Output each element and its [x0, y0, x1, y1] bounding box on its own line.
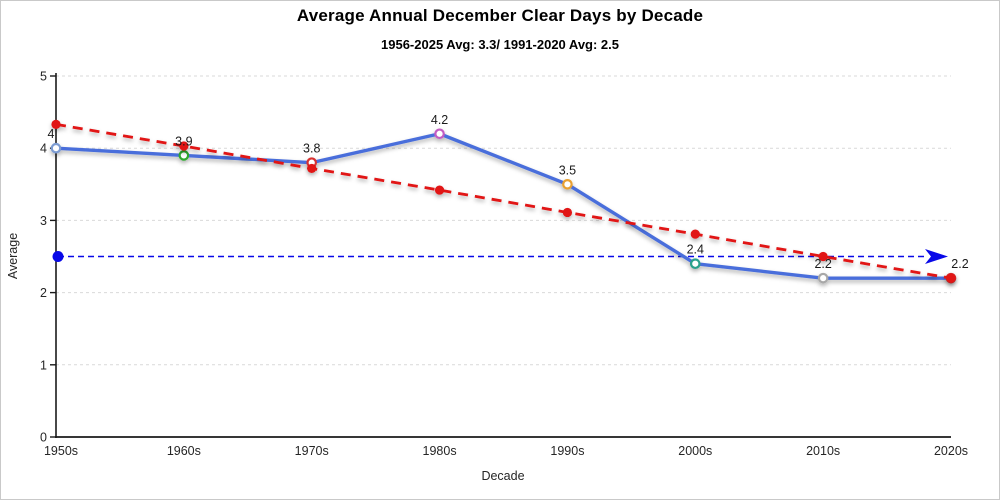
svg-text:1990s: 1990s — [550, 444, 584, 458]
reference-arrow-icon — [925, 249, 948, 264]
trend-point-dot — [562, 207, 573, 218]
trend-point-dot — [434, 185, 445, 195]
trend-point-dot — [946, 273, 956, 283]
data-point-label: 3.9 — [175, 134, 192, 148]
data-point-label: 2.2 — [814, 257, 831, 271]
data-point-marker — [434, 128, 445, 140]
trend-point-dot — [179, 141, 189, 151]
data-point-label: 2.4 — [687, 243, 704, 257]
chart-subtitle: 1956-2025 Avg: 3.3/ 1991-2020 Avg: 2.5 — [381, 37, 619, 52]
svg-text:5: 5 — [40, 70, 47, 84]
reference-start-dot — [52, 251, 64, 262]
svg-text:2000s: 2000s — [678, 444, 712, 458]
svg-text:2: 2 — [40, 286, 47, 300]
svg-text:4: 4 — [40, 142, 47, 156]
data-point-label: 3.8 — [303, 142, 320, 156]
chart-title: Average Annual December Clear Days by De… — [296, 6, 704, 25]
data-point-marker — [562, 179, 573, 190]
x-axis-title: Decade — [481, 469, 524, 483]
svg-text:1960s: 1960s — [167, 444, 201, 458]
data-point-label: 4 — [48, 127, 55, 141]
trend-point-dot — [51, 119, 61, 129]
svg-text:1980s: 1980s — [423, 444, 457, 458]
data-point-marker — [817, 272, 829, 284]
trend-series — [51, 119, 956, 283]
svg-text:0: 0 — [40, 431, 47, 445]
svg-text:1950s: 1950s — [44, 444, 78, 458]
data-point-marker — [50, 142, 62, 154]
trend-point-dot — [818, 251, 828, 262]
data-point-label: 4.2 — [431, 113, 448, 127]
trend-point-dot — [307, 163, 317, 174]
svg-text:2010s: 2010s — [806, 444, 840, 458]
data-point-label: 2.2 — [951, 257, 968, 271]
svg-text:3: 3 — [40, 214, 47, 228]
data-point-label: 3.5 — [559, 163, 576, 177]
svg-text:2020s: 2020s — [934, 444, 968, 458]
svg-text:1970s: 1970s — [295, 444, 329, 458]
data-point-marker — [689, 258, 701, 270]
data-point-marker — [178, 150, 190, 161]
y-axis-title: Average — [6, 233, 20, 279]
trend-point-dot — [690, 229, 700, 239]
svg-text:1: 1 — [40, 358, 47, 372]
